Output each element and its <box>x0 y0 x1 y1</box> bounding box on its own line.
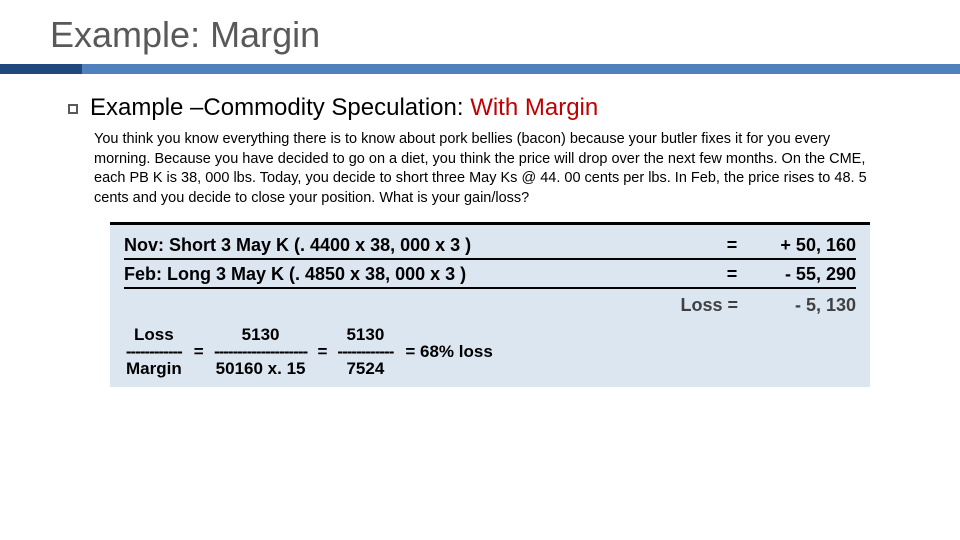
frac3-dash: ------------ <box>337 343 393 360</box>
rule-dark-segment <box>0 64 82 74</box>
frac1-bot: Margin <box>124 360 184 377</box>
calculation-box: Nov: Short 3 May K (. 4400 x 38, 000 x 3… <box>110 222 870 387</box>
subheading-main: Example –Commodity Speculation: <box>90 94 470 121</box>
loss-label: Loss = <box>680 295 738 316</box>
frac3-bot: 7524 <box>344 360 386 377</box>
calc-row-nov: Nov: Short 3 May K (. 4400 x 38, 000 x 3… <box>124 231 856 260</box>
frac2-top: 5130 <box>240 326 282 343</box>
title-rule <box>0 64 960 74</box>
eq2: = <box>315 342 329 362</box>
frac1-top: Loss <box>132 326 176 343</box>
slide-title: Example: Margin <box>0 0 960 64</box>
fraction-equation: Loss ------------ Margin = 5130 --------… <box>124 326 856 377</box>
frac2-bot: 50160 x. 15 <box>214 360 308 377</box>
rule-light-segment <box>82 64 960 74</box>
calc-nov-label: Nov: Short 3 May K (. 4400 x 38, 000 x 3… <box>124 235 718 256</box>
calc-nov-val: + 50, 160 <box>746 235 856 256</box>
frac1-dash: ------------ <box>126 343 182 360</box>
calc-row-feb: Feb: Long 3 May K (. 4850 x 38, 000 x 3 … <box>124 260 856 289</box>
final-result: = 68% loss <box>405 342 492 362</box>
fraction-5130-50160: 5130 -------------------- 50160 x. 15 <box>214 326 308 377</box>
bullet-icon <box>68 104 78 114</box>
calc-nov-eq: = <box>718 235 746 256</box>
subheading: Example –Commodity Speculation: With Mar… <box>90 94 910 122</box>
calc-feb-label: Feb: Long 3 May K (. 4850 x 38, 000 x 3 … <box>124 264 718 285</box>
frac3-top: 5130 <box>344 326 386 343</box>
fraction-loss-margin: Loss ------------ Margin <box>124 326 184 377</box>
frac2-dash: -------------------- <box>214 343 307 360</box>
content-area: Example –Commodity Speculation: With Mar… <box>0 74 960 387</box>
body-paragraph: You think you know everything there is t… <box>90 130 910 208</box>
calc-feb-eq: = <box>718 264 746 285</box>
eq1: = <box>192 342 206 362</box>
calc-row-loss: Loss = - 5, 130 <box>124 289 856 326</box>
calc-feb-val: - 55, 290 <box>746 264 856 285</box>
loss-value: - 5, 130 <box>746 295 856 316</box>
fraction-5130-7524: 5130 ------------ 7524 <box>337 326 393 377</box>
subheading-emphasis: With Margin <box>470 94 598 121</box>
